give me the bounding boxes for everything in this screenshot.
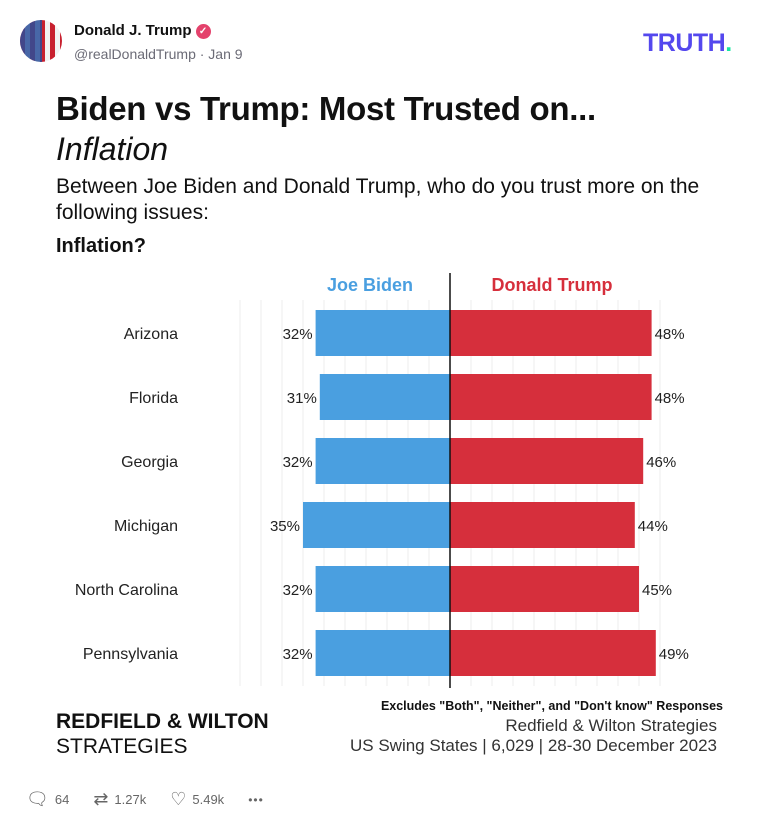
category-label: Arizona (124, 326, 178, 343)
reply-icon[interactable]: 🗨︎ (26, 789, 49, 809)
value-label-trump: 49% (659, 646, 689, 663)
excludes-note: Excludes "Both", "Neither", and "Don't k… (380, 699, 723, 713)
question-issue: Inflation? (56, 235, 146, 257)
value-label-trump: 48% (655, 390, 685, 407)
brand-line2: STRATEGIES (56, 735, 188, 758)
bar-trump (450, 502, 635, 548)
chart-title: Biden vs Trump: Most Trusted on... (56, 90, 596, 127)
legend-trump: Donald Trump (492, 275, 613, 295)
value-label-biden: 32% (283, 454, 313, 471)
avatar[interactable] (20, 20, 62, 62)
value-label-trump: 45% (642, 582, 672, 599)
category-label: Michigan (114, 518, 178, 535)
retruth-icon[interactable]: ⇄ (93, 789, 109, 809)
bar-biden (315, 438, 450, 484)
author-name[interactable]: Donald J. Trump ✓ (74, 22, 211, 39)
more-options-icon[interactable]: ••• (248, 792, 264, 807)
value-label-trump: 44% (638, 518, 668, 535)
verified-badge-icon: ✓ (195, 24, 211, 39)
category-label: North Carolina (75, 582, 178, 599)
bar-trump (450, 310, 652, 356)
truth-logo: TRUTH. (643, 29, 732, 57)
value-label-biden: 35% (270, 518, 300, 535)
value-label-biden: 31% (287, 390, 317, 407)
post-actions: 🗨︎ 64 ⇄ 1.27k ♡ 5.49k ••• (26, 789, 264, 810)
sample-info: US Swing States | 6,029 | 28-30 December… (350, 736, 717, 755)
brand-line1: REDFIELD & WILTON (56, 710, 269, 733)
source: Redfield & Wilton Strategies (505, 716, 717, 735)
question: Between Joe Biden and Donald Trump, who … (56, 175, 700, 224)
category-label: Florida (129, 390, 178, 407)
bar-biden (319, 374, 450, 420)
retruth-count: 1.27k (114, 792, 147, 807)
bar-trump (450, 566, 639, 612)
bar-biden (315, 630, 450, 676)
bar-biden (303, 502, 450, 548)
like-icon[interactable]: ♡ (170, 789, 187, 809)
bar-biden (315, 566, 450, 612)
bar-trump (450, 630, 656, 676)
chart-subtitle: Inflation (56, 131, 169, 167)
category-label: Pennsylvania (83, 646, 178, 663)
bar-trump (450, 438, 644, 484)
author-handle: @realDonaldTrump · Jan 9 (74, 46, 243, 62)
value-label-trump: 46% (646, 454, 676, 471)
bar-trump (450, 374, 652, 420)
reply-count: 64 (54, 792, 70, 807)
value-label-biden: 32% (283, 582, 313, 599)
value-label-biden: 32% (283, 646, 313, 663)
like-count: 5.49k (192, 792, 225, 807)
value-label-biden: 32% (283, 326, 313, 343)
category-label: Georgia (121, 454, 178, 471)
value-label-trump: 48% (655, 326, 685, 343)
bar-biden (315, 310, 450, 356)
legend-biden: Joe Biden (327, 275, 413, 295)
